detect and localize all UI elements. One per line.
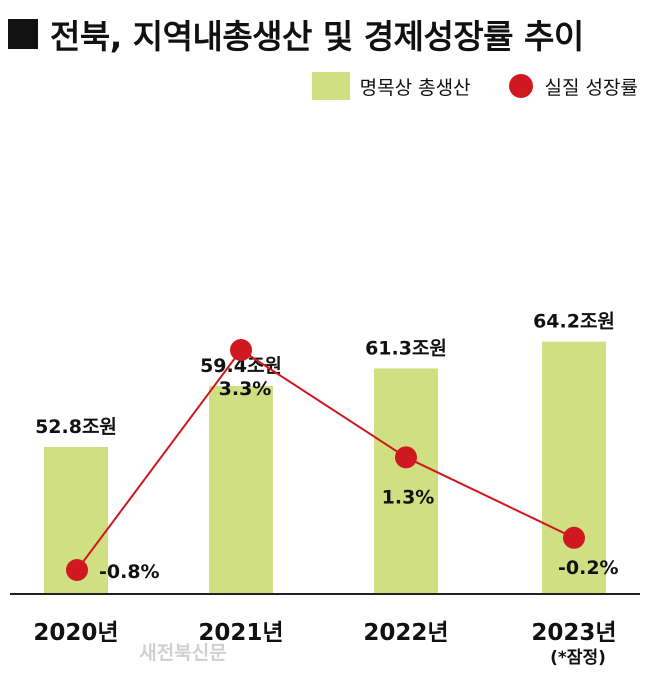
legend-bar-swatch [311,72,350,100]
x-tick-label: 2022년 [363,620,448,646]
growth-value-label: -0.2% [558,557,619,579]
watermark-text: 새전북신문 [139,642,226,664]
growth-point [395,446,417,469]
bar-value-label: 64.2조원 [533,311,615,333]
x-tick-label: 2020년 [33,620,118,646]
bar-value-label: 61.3조원 [365,337,447,359]
growth-point [230,339,252,361]
x-tick-label: 2023년 [531,620,616,646]
growth-value-label: -0.8% [99,561,160,583]
legend-line-swatch [508,74,533,98]
bar [374,368,438,593]
x-tick-label: 2021년 [198,620,283,646]
x-tick-note: (*잠정) [550,648,606,668]
growth-line [76,348,575,571]
bar-value-label: 52.8조원 [35,416,117,438]
title-square-icon [8,19,38,49]
bar [542,341,606,593]
bar [209,386,273,593]
growth-value-label: 1.3% [382,486,435,508]
legend-bar-label: 명목상 총생산 [359,76,471,99]
growth-value-label: 3.3% [219,378,272,400]
growth-point [563,526,585,549]
growth-point [66,559,88,581]
chart-title-block: 전북, 지역내총생산 및 경제성장률 추이 [8,10,584,58]
chart-title: 전북, 지역내총생산 및 경제성장률 추이 [50,17,584,56]
bar-value-label: 59.4조원 [200,355,282,377]
legend-line-label: 실질 성장률 [544,76,638,99]
legend: 명목상 총생산 실질 성장률 [311,72,638,100]
